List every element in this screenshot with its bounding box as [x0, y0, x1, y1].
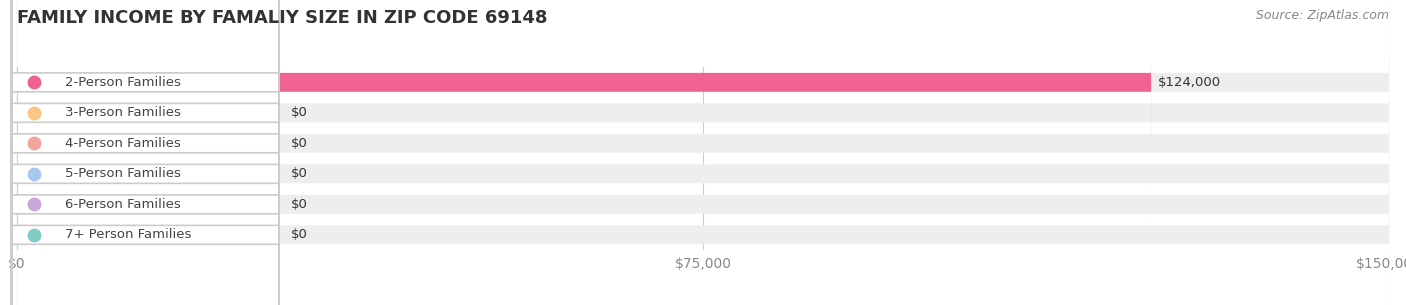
FancyBboxPatch shape: [17, 0, 1389, 305]
Text: 2-Person Families: 2-Person Families: [65, 76, 181, 89]
Text: $0: $0: [291, 106, 308, 119]
FancyBboxPatch shape: [11, 0, 280, 305]
FancyBboxPatch shape: [17, 0, 1389, 305]
Text: $0: $0: [291, 167, 308, 180]
Text: 5-Person Families: 5-Person Families: [65, 167, 181, 180]
Text: $0: $0: [291, 228, 308, 241]
FancyBboxPatch shape: [17, 0, 1389, 305]
Text: $0: $0: [291, 137, 308, 150]
Text: 6-Person Families: 6-Person Families: [65, 198, 181, 211]
Text: 3-Person Families: 3-Person Families: [65, 106, 181, 119]
Text: $0: $0: [291, 198, 308, 211]
Text: $124,000: $124,000: [1159, 76, 1222, 89]
FancyBboxPatch shape: [11, 0, 280, 305]
FancyBboxPatch shape: [11, 0, 280, 305]
FancyBboxPatch shape: [17, 0, 1389, 305]
FancyBboxPatch shape: [11, 0, 280, 305]
Text: Source: ZipAtlas.com: Source: ZipAtlas.com: [1256, 9, 1389, 22]
Text: 4-Person Families: 4-Person Families: [65, 137, 181, 150]
FancyBboxPatch shape: [11, 0, 280, 305]
FancyBboxPatch shape: [17, 0, 1389, 305]
FancyBboxPatch shape: [11, 0, 280, 305]
FancyBboxPatch shape: [17, 0, 1389, 305]
Text: FAMILY INCOME BY FAMALIY SIZE IN ZIP CODE 69148: FAMILY INCOME BY FAMALIY SIZE IN ZIP COD…: [17, 9, 547, 27]
Text: 7+ Person Families: 7+ Person Families: [65, 228, 191, 241]
FancyBboxPatch shape: [17, 0, 1152, 305]
